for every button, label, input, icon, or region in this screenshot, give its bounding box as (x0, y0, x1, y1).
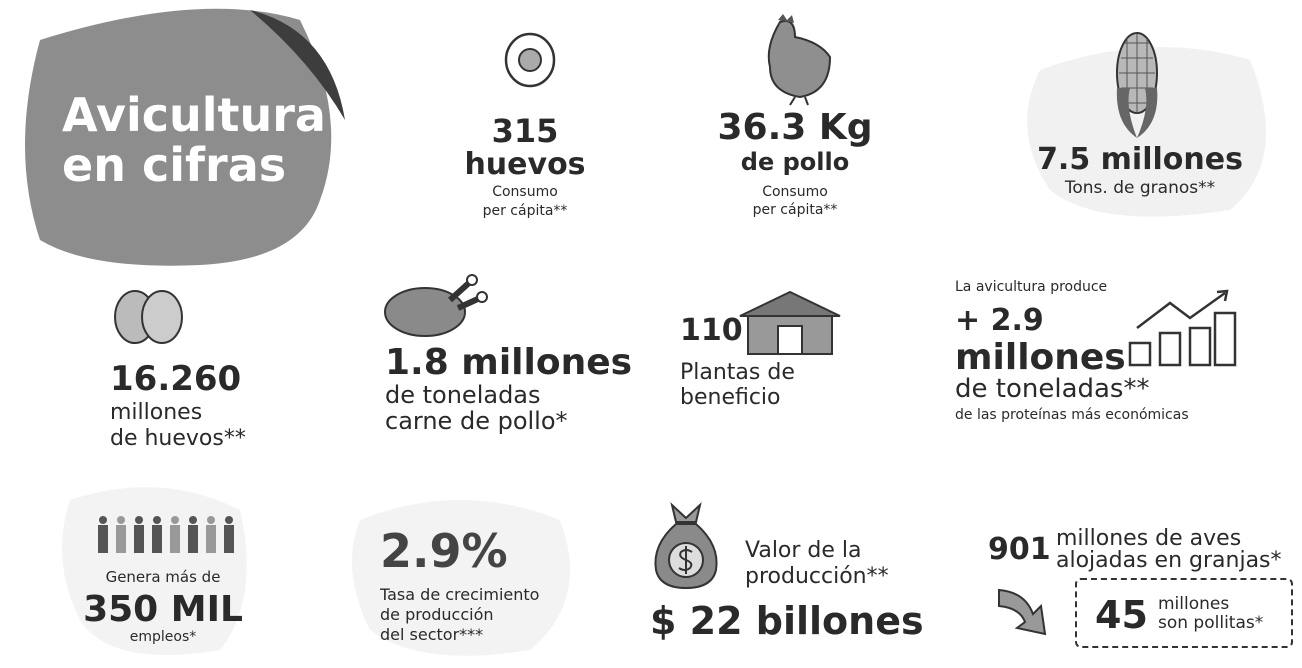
stat-number: 45 (1095, 593, 1148, 637)
egg-icon (504, 32, 556, 88)
stat-number: 315 (491, 112, 559, 150)
house-icon (739, 290, 841, 355)
stat-caption: per cápita** (482, 203, 568, 219)
stat-number: 7.5 millones (1037, 142, 1243, 177)
eggs-icon (114, 290, 183, 344)
money-bag-icon (654, 502, 718, 590)
title-line: en cifras (62, 138, 287, 192)
stat-caption: de toneladas (385, 381, 541, 409)
stat-caption: del sector*** (380, 625, 484, 644)
stat-caption: Consumo (492, 184, 558, 200)
stat-caption: millones (1158, 594, 1230, 614)
stat-number: 350 MIL (83, 589, 243, 630)
stat-number: 16.260 (110, 359, 242, 399)
stat-caption: Tasa de crecimiento (380, 585, 540, 604)
stat-caption: Valor de la (745, 538, 862, 563)
stat-caption: carne de pollo* (385, 407, 568, 435)
dashed-box (1075, 578, 1293, 648)
stat-unit: huevos (464, 147, 586, 182)
stat-number: + 2.9 (955, 303, 1044, 338)
stat-number: 36.3 Kg (717, 107, 873, 148)
stat-caption: producción** (745, 564, 889, 589)
stat-number: 1.8 millones (385, 342, 633, 383)
title-line: Avicultura (62, 88, 326, 142)
stat-unit: de pollo (740, 148, 850, 176)
stat-number: millones (955, 337, 1126, 378)
stat-number: $ 22 billones (650, 599, 924, 643)
stat-caption: Tons. de granos** (1064, 178, 1216, 198)
stat-caption: beneficio (680, 385, 781, 410)
roast-chicken-icon (384, 274, 488, 337)
stat-caption: de huevos** (110, 426, 246, 451)
growth-icon (1128, 289, 1237, 367)
stat-caption: millones de aves (1056, 526, 1242, 551)
stat-number: 110 (680, 313, 743, 348)
stat-caption: Consumo (762, 184, 828, 200)
stat-caption: millones (110, 400, 203, 425)
arrow-icon (998, 588, 1047, 636)
stat-number: 2.9% (380, 524, 508, 578)
stat-caption: Plantas de (680, 360, 795, 385)
stat-caption: de las proteínas más económicas (955, 407, 1189, 423)
stat-caption: de toneladas** (955, 374, 1150, 404)
stat-caption: La avicultura produce (955, 279, 1108, 295)
corn-icon (1116, 32, 1158, 138)
stat-caption: per cápita** (752, 202, 838, 218)
stat-caption: Genera más de (105, 568, 221, 586)
stat-caption: empleos* (129, 629, 197, 645)
chicken-icon (767, 14, 832, 106)
stat-caption: son pollitas* (1158, 613, 1264, 633)
stat-caption: de producción (380, 605, 494, 624)
stat-caption: alojadas en granjas* (1056, 548, 1282, 573)
people-icon (98, 516, 234, 553)
stat-number: 901 (988, 532, 1051, 567)
